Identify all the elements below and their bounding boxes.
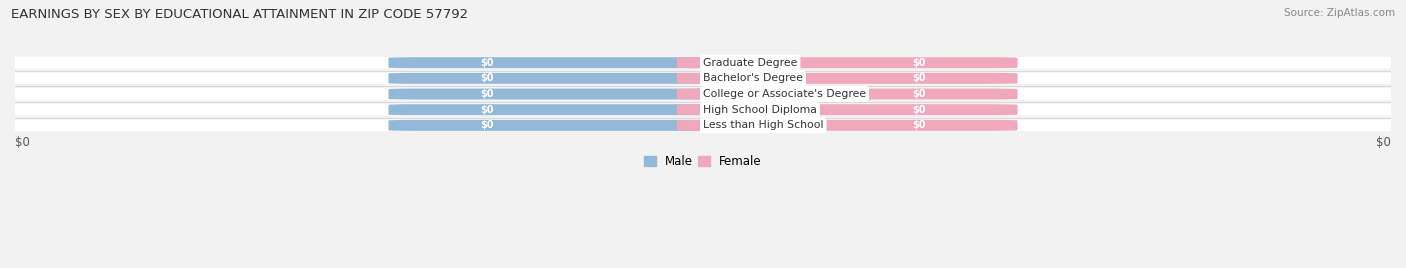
Legend: Male, Female: Male, Female bbox=[640, 150, 766, 173]
FancyBboxPatch shape bbox=[676, 104, 1018, 115]
Text: $0: $0 bbox=[479, 105, 494, 115]
FancyBboxPatch shape bbox=[388, 57, 730, 68]
Text: EARNINGS BY SEX BY EDUCATIONAL ATTAINMENT IN ZIP CODE 57792: EARNINGS BY SEX BY EDUCATIONAL ATTAINMEN… bbox=[11, 8, 468, 21]
Text: $0: $0 bbox=[479, 58, 494, 68]
FancyBboxPatch shape bbox=[0, 88, 1406, 100]
FancyBboxPatch shape bbox=[388, 120, 730, 131]
FancyBboxPatch shape bbox=[676, 88, 1018, 99]
Text: $0: $0 bbox=[1376, 136, 1391, 149]
FancyBboxPatch shape bbox=[0, 104, 1406, 116]
Text: Graduate Degree: Graduate Degree bbox=[703, 58, 797, 68]
FancyBboxPatch shape bbox=[0, 73, 1406, 84]
Text: $0: $0 bbox=[479, 73, 494, 83]
FancyBboxPatch shape bbox=[676, 73, 1018, 84]
Text: Bachelor's Degree: Bachelor's Degree bbox=[703, 73, 803, 83]
Text: High School Diploma: High School Diploma bbox=[703, 105, 817, 115]
Text: $0: $0 bbox=[479, 120, 494, 130]
FancyBboxPatch shape bbox=[388, 88, 730, 99]
Text: $0: $0 bbox=[912, 120, 927, 130]
Text: $0: $0 bbox=[912, 73, 927, 83]
Text: College or Associate's Degree: College or Associate's Degree bbox=[703, 89, 866, 99]
FancyBboxPatch shape bbox=[388, 73, 730, 84]
Text: Less than High School: Less than High School bbox=[703, 120, 824, 130]
FancyBboxPatch shape bbox=[676, 57, 1018, 68]
Text: $0: $0 bbox=[479, 89, 494, 99]
FancyBboxPatch shape bbox=[0, 57, 1406, 69]
FancyBboxPatch shape bbox=[0, 120, 1406, 131]
Text: $0: $0 bbox=[912, 105, 927, 115]
Text: $0: $0 bbox=[912, 58, 927, 68]
Text: $0: $0 bbox=[15, 136, 30, 149]
FancyBboxPatch shape bbox=[388, 104, 730, 115]
Text: Source: ZipAtlas.com: Source: ZipAtlas.com bbox=[1284, 8, 1395, 18]
Text: $0: $0 bbox=[912, 89, 927, 99]
FancyBboxPatch shape bbox=[676, 120, 1018, 131]
